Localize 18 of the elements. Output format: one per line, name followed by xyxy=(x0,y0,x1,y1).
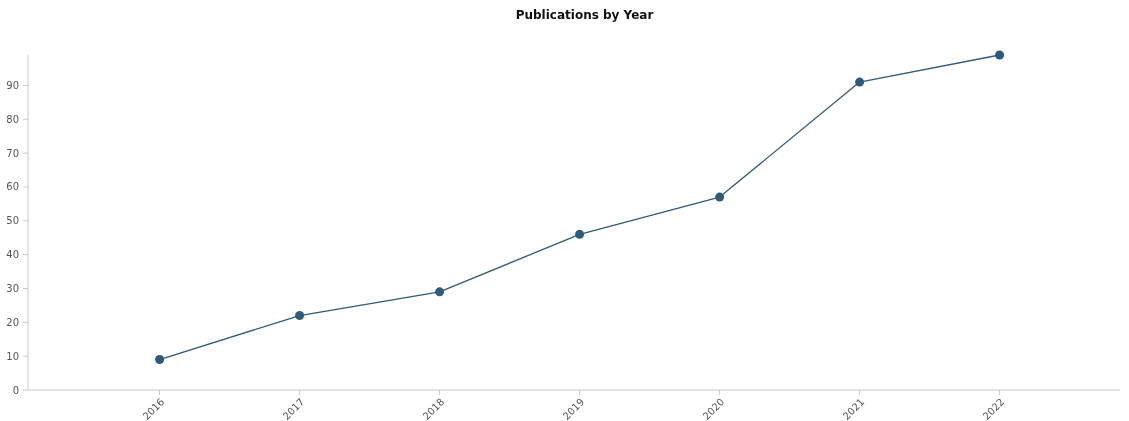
y-tick-label: 70 xyxy=(6,147,19,159)
y-tick-label: 10 xyxy=(6,350,19,362)
point xyxy=(575,229,585,239)
y-tick-label: 80 xyxy=(6,113,19,125)
point xyxy=(715,192,725,202)
point xyxy=(155,355,165,365)
y-tick-label: 40 xyxy=(6,249,19,261)
y-tick-label: 30 xyxy=(6,282,19,294)
point xyxy=(435,287,445,297)
point xyxy=(855,77,865,87)
point xyxy=(995,50,1005,60)
chart-title: Publications by Year xyxy=(515,8,654,22)
y-tick-label: 50 xyxy=(6,215,19,227)
point xyxy=(295,311,305,321)
y-tick-label: 90 xyxy=(6,79,19,91)
y-tick-label: 20 xyxy=(6,316,19,328)
y-tick-label: 0 xyxy=(12,384,19,396)
y-tick-label: 60 xyxy=(6,181,19,193)
